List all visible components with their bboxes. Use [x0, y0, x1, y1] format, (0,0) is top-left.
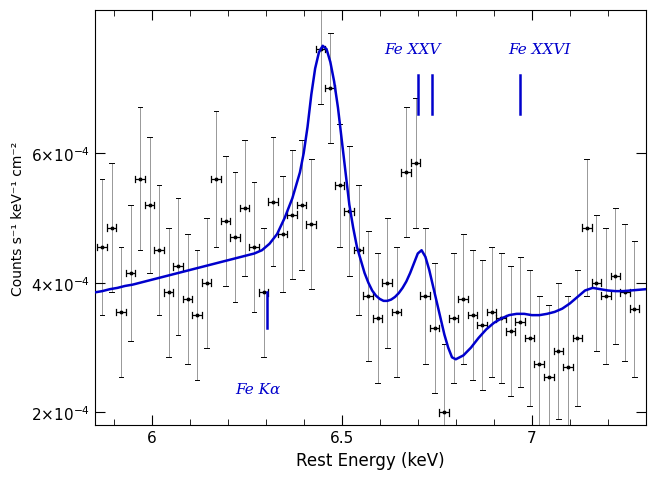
Y-axis label: Counts s⁻¹ keV⁻¹ cm⁻²: Counts s⁻¹ keV⁻¹ cm⁻² [11, 142, 25, 295]
Text: Fe XXVI: Fe XXVI [509, 42, 571, 57]
Text: Fe XXV: Fe XXV [384, 42, 440, 57]
X-axis label: Rest Energy (keV): Rest Energy (keV) [296, 451, 445, 469]
Text: Fe Kα: Fe Kα [235, 383, 281, 396]
